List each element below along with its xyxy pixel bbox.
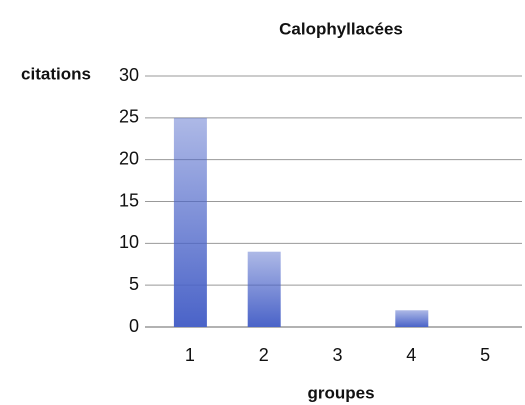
y-tick-label: 20 <box>119 148 139 168</box>
x-tick-label: 5 <box>480 345 490 365</box>
x-axis-label: groupes <box>307 383 374 402</box>
bar <box>395 310 429 327</box>
y-tick-label: 30 <box>119 65 139 85</box>
x-tick-label: 4 <box>406 345 416 365</box>
y-tick-label: 15 <box>119 190 139 210</box>
chart-title: Calophyllacées <box>279 19 403 38</box>
x-tick-label: 3 <box>332 345 342 365</box>
y-axis-label: citations <box>21 64 91 83</box>
bar <box>173 117 207 327</box>
y-tick-label: 5 <box>129 274 139 294</box>
x-tick-label: 2 <box>259 345 269 365</box>
y-tick-label: 10 <box>119 232 139 252</box>
bar <box>247 251 281 327</box>
y-tick-label: 25 <box>119 107 139 127</box>
x-tick-label: 1 <box>185 345 195 365</box>
y-tick-label: 0 <box>129 316 139 336</box>
